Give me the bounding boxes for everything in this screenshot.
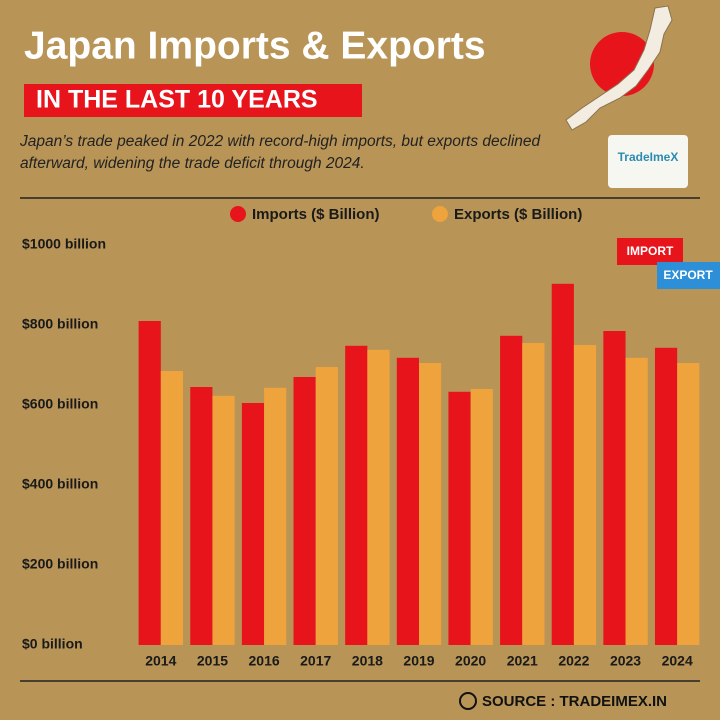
x-tick-label: 2022: [558, 653, 589, 669]
tag: IMPORT: [627, 244, 674, 258]
bar: [315, 367, 338, 645]
x-tick-label: 2019: [403, 653, 434, 669]
tag-bg: [617, 238, 683, 265]
x-tick-label: 2021: [507, 653, 538, 669]
logo-box: [608, 135, 688, 188]
bar: [677, 363, 700, 645]
y-tick-label: $800 billion: [22, 316, 98, 332]
x-tick-label: 2018: [352, 653, 383, 669]
bar: [500, 335, 523, 645]
y-tick-label: $0 billion: [22, 636, 83, 652]
y-tick-label: $400 billion: [22, 476, 98, 492]
bar: [345, 345, 368, 645]
tag: EXPORT: [663, 268, 713, 282]
bar: [470, 389, 493, 645]
x-tick-label: 2020: [455, 653, 486, 669]
bar: [522, 343, 545, 645]
chart-title: Japan Imports & Exports: [24, 24, 486, 67]
y-tick-label: $600 billion: [22, 396, 98, 412]
x-tick-label: 2023: [610, 653, 641, 669]
globe-icon: [459, 692, 477, 710]
x-tick-label: 2014: [145, 653, 176, 669]
bar: [190, 387, 213, 645]
bar: [138, 321, 161, 645]
legend-label: Imports ($ Billion): [252, 206, 380, 223]
y-tick-label: $1000 billion: [22, 236, 106, 252]
bar: [551, 283, 574, 645]
x-tick-label: 2016: [249, 653, 280, 669]
banner: IN THE LAST 10 YEARS: [36, 86, 318, 114]
x-tick-label: 2015: [197, 653, 228, 669]
tag-bg: [657, 262, 720, 289]
bar: [367, 349, 390, 645]
bar: [654, 347, 678, 645]
bar: [293, 377, 316, 645]
legend-swatch: [230, 206, 246, 222]
bar: [160, 371, 184, 645]
x-tick-label: 2017: [300, 653, 331, 669]
source: SOURCE : TRADEIMEX.IN: [482, 693, 667, 710]
logo: TradeImeX: [618, 150, 679, 164]
bar: [241, 403, 265, 645]
banner-bg: [24, 84, 362, 117]
legend-swatch: [432, 206, 448, 222]
legend-label: Exports ($ Billion): [454, 206, 582, 223]
bar: [419, 363, 442, 645]
bar: [603, 331, 626, 645]
japan-map: [565, 5, 673, 131]
bar: [625, 357, 648, 645]
bar: [448, 391, 471, 645]
x-tick-label: 2024: [662, 653, 693, 669]
y-tick-label: $200 billion: [22, 556, 98, 572]
bar: [396, 357, 419, 645]
subtitle: Japan’s trade peaked in 2022 with record…: [20, 133, 541, 172]
bar: [264, 387, 287, 645]
bar: [573, 345, 597, 645]
bar: [212, 395, 235, 645]
